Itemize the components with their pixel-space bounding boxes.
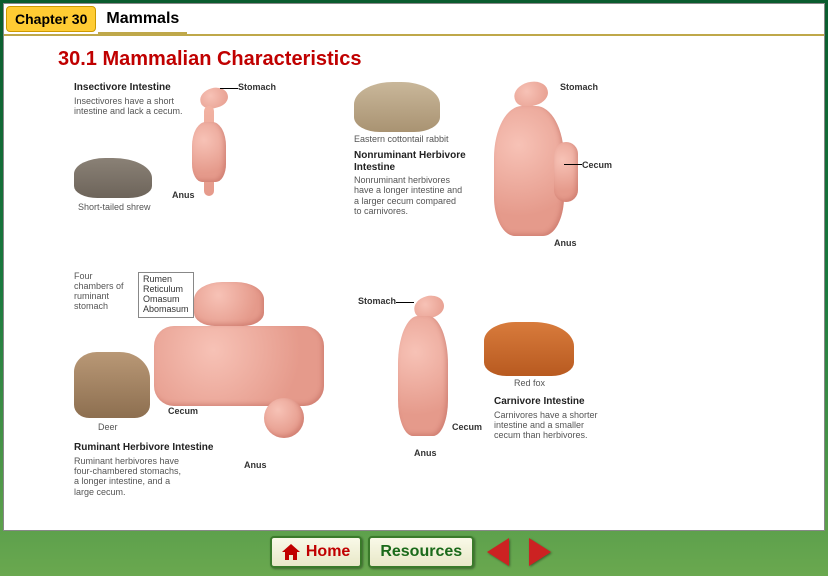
ruminant-desc: Ruminant herbivores have four-chambered … — [74, 456, 184, 497]
nav-bar: Home Resources — [0, 532, 828, 572]
ruminant-stomach — [194, 282, 264, 326]
home-label: Home — [306, 543, 350, 561]
nonruminant-cecum — [554, 142, 578, 202]
fox-illustration — [484, 322, 574, 376]
insectivore-desc: Insectivores have a short intestine and … — [74, 96, 184, 117]
rabbit-illustration — [354, 82, 440, 132]
ruminant-text: Ruminant Herbivore Intestine Ruminant he… — [74, 442, 224, 497]
label-anus: Anus — [244, 460, 267, 470]
home-icon — [282, 544, 300, 560]
shrew-illustration — [74, 158, 152, 198]
pointer — [220, 88, 238, 89]
label-cecum: Cecum — [452, 422, 482, 432]
label-cecum: Cecum — [582, 160, 612, 170]
header-underline — [4, 34, 824, 36]
label-stomach: Stomach — [560, 82, 598, 92]
label-anus: Anus — [554, 238, 577, 248]
fox-label: Red fox — [514, 378, 545, 388]
label-stomach: Stomach — [358, 296, 396, 306]
label-anus: Anus — [172, 190, 195, 200]
prev-button[interactable] — [480, 536, 516, 568]
ruminant-cecum-shape — [264, 398, 304, 438]
arrow-right-icon — [529, 538, 551, 566]
resources-button[interactable]: Resources — [368, 536, 474, 568]
next-button[interactable] — [522, 536, 558, 568]
label-stomach: Stomach — [238, 82, 276, 92]
nonruminant-title: Nonruminant Herbivore Intestine — [354, 150, 474, 173]
pointer — [396, 302, 414, 303]
slide-frame: Chapter 30 Mammals 30.1 Mammalian Charac… — [0, 0, 828, 576]
ruminant-title: Ruminant Herbivore Intestine — [74, 442, 224, 454]
section-title: 30.1 Mammalian Characteristics — [58, 48, 824, 71]
arrow-left-icon — [487, 538, 509, 566]
chapter-title: Mammals — [98, 4, 187, 34]
deer-label: Deer — [98, 422, 118, 432]
resources-label: Resources — [380, 543, 462, 561]
pointer — [564, 164, 582, 165]
label-cecum: Cecum — [168, 406, 198, 416]
home-button[interactable]: Home — [270, 536, 362, 568]
chamber-abomasum: Abomasum — [143, 305, 189, 315]
carnivore-text: Carnivore Intestine Carnivores have a sh… — [494, 396, 614, 441]
content-panel: Chapter 30 Mammals 30.1 Mammalian Charac… — [3, 3, 825, 531]
chambers-list: Rumen Reticulum Omasum Abomasum — [138, 272, 194, 318]
header: Chapter 30 Mammals — [4, 4, 824, 36]
ruminant-intestine — [154, 326, 324, 406]
chambers-caption: Four chambers of ruminant stomach — [74, 272, 134, 312]
digestive-diagram: Insectivore Intestine Insectivores have … — [74, 82, 634, 512]
carnivore-desc: Carnivores have a shorter intestine and … — [494, 410, 604, 441]
rabbit-label: Eastern cottontail rabbit — [354, 134, 449, 144]
insectivore-gut — [192, 122, 226, 182]
chapter-tab: Chapter 30 — [6, 6, 96, 32]
nonruminant-text: Nonruminant Herbivore Intestine Nonrumin… — [354, 150, 474, 216]
carnivore-title: Carnivore Intestine — [494, 396, 614, 408]
label-anus: Anus — [414, 448, 437, 458]
nonruminant-desc: Nonruminant herbivores have a longer int… — [354, 175, 464, 216]
insectivore-block: Insectivore Intestine Insectivores have … — [74, 82, 344, 116]
deer-illustration — [74, 352, 150, 418]
carnivore-intestine — [398, 316, 448, 436]
shrew-label: Short-tailed shrew — [78, 202, 151, 212]
